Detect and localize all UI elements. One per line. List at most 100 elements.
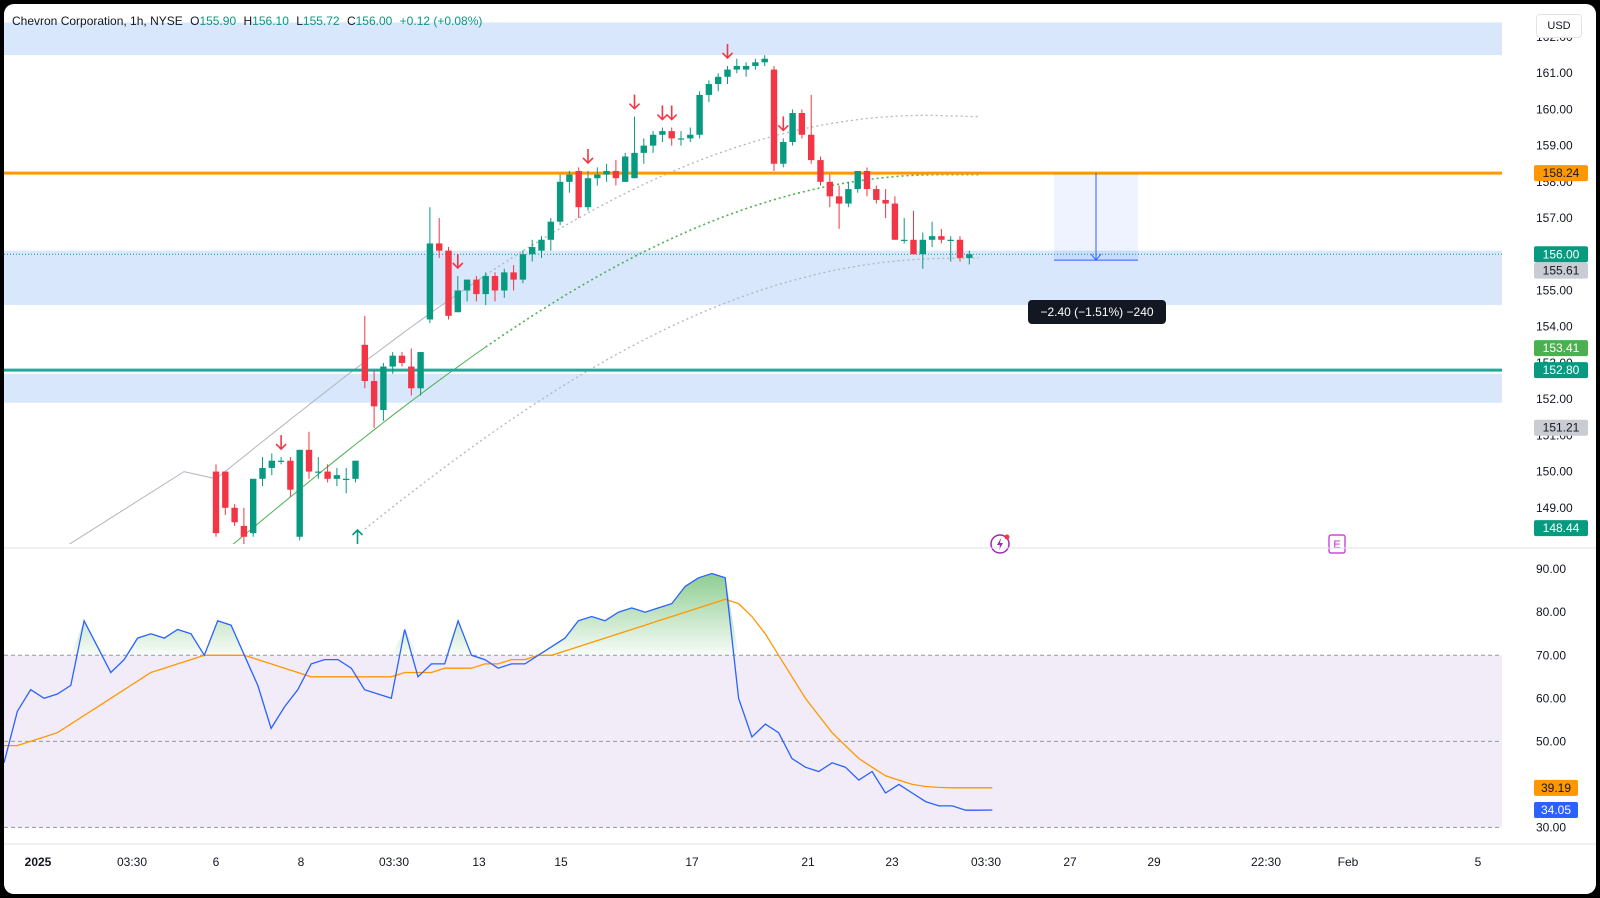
- time-axis-tick: 15: [554, 855, 568, 869]
- sell-signal-arrow: [582, 148, 594, 165]
- time-axis-tick: 03:30: [117, 855, 147, 869]
- candle-down: [910, 239, 917, 255]
- candle-up: [947, 239, 954, 241]
- candle-down: [770, 69, 778, 164]
- chart-canvas[interactable]: −2.40 (−1.51%) −240E162.00161.00160.0015…: [4, 4, 1596, 894]
- candle-up: [789, 113, 796, 142]
- time-axis-tick: 21: [801, 855, 815, 869]
- candle-up: [501, 272, 508, 291]
- candle-up: [259, 467, 266, 479]
- candle-down: [575, 170, 582, 208]
- price-tag-box: [1534, 340, 1588, 357]
- candle-up: [566, 174, 573, 182]
- candle-up: [352, 460, 359, 479]
- rsi-axis-tick: 30.00: [1536, 820, 1566, 834]
- support-resistance-zone: [4, 373, 1502, 403]
- candle-up: [733, 65, 740, 70]
- candle-up: [268, 460, 275, 468]
- candle-down: [863, 170, 871, 190]
- lightning-badge-dot: [1004, 534, 1010, 540]
- candle-down: [287, 460, 294, 490]
- rsi-axis-tick: 70.00: [1536, 648, 1566, 662]
- candle-up: [296, 449, 303, 537]
- open-label: O: [190, 14, 200, 28]
- candle-up: [584, 178, 592, 208]
- candle-up: [854, 170, 861, 190]
- candle-up: [343, 478, 350, 481]
- candle-up: [715, 76, 722, 85]
- close-label: C: [346, 14, 356, 28]
- low-value: 155.72: [302, 14, 340, 28]
- candle-down: [491, 276, 499, 291]
- candle-up: [901, 239, 908, 241]
- candle-down: [668, 131, 675, 139]
- candle-up: [547, 221, 554, 240]
- candle-up: [966, 254, 973, 258]
- price-tag-box: [1534, 262, 1588, 279]
- sell-signal-arrow: [777, 116, 789, 132]
- price-tag-label: 148.44: [1543, 521, 1580, 535]
- candle-down: [873, 189, 880, 200]
- price-tag-box: [1534, 165, 1588, 182]
- price-pane: [4, 22, 1502, 544]
- candle-up: [389, 355, 396, 367]
- candle-down: [798, 113, 806, 135]
- rsi-value-tag-label: 34.05: [1541, 803, 1571, 817]
- candle-up: [426, 243, 434, 320]
- rsi-overbought-fill: [4, 573, 993, 656]
- candle-down: [305, 449, 313, 472]
- symbol-title[interactable]: Chevron Corporation, 1h, NYSE: [12, 14, 183, 28]
- candle-up: [277, 460, 285, 462]
- price-axis-tick: 159.00: [1536, 139, 1573, 153]
- candle-up: [780, 142, 787, 164]
- sell-signal-arrow: [666, 105, 678, 121]
- rsi-axis-tick: 80.00: [1536, 605, 1566, 619]
- symbol-header: Chevron Corporation, 1h, NYSE O155.90 H1…: [12, 14, 482, 28]
- sell-signal-arrow: [628, 94, 641, 110]
- rsi-value-tag-box: [1534, 801, 1578, 818]
- time-axis-tick: 29: [1147, 855, 1161, 869]
- price-axis-tick: 149.00: [1536, 501, 1573, 515]
- price-tag-box: [1534, 520, 1588, 537]
- sell-signal-arrow: [721, 43, 734, 60]
- time-axis-tick: Feb: [1338, 855, 1359, 869]
- price-axis-tick: 157.00: [1536, 211, 1573, 225]
- rsi-value-tag-box: [1534, 779, 1578, 796]
- lightning-event-icon: [990, 534, 1010, 554]
- price-tag-label: 155.61: [1543, 264, 1580, 278]
- currency-button[interactable]: USD: [1536, 14, 1582, 38]
- time-axis-tick: 2025: [25, 855, 52, 869]
- candle-up: [659, 131, 666, 135]
- price-axis-tick: 154.00: [1536, 320, 1573, 334]
- open-value: 155.90: [199, 14, 237, 28]
- measure-label-box: [1028, 300, 1166, 324]
- sell-signal-arrow: [275, 435, 287, 451]
- rsi-axis-tick: 50.00: [1536, 734, 1566, 748]
- close-value: 156.00: [355, 14, 393, 28]
- candle-down: [361, 344, 368, 382]
- candle-up: [761, 58, 768, 63]
- candle-down: [473, 279, 480, 295]
- price-axis-tick: 161.00: [1536, 66, 1573, 80]
- candle-down: [891, 203, 899, 240]
- rsi-axis-tick: 90.00: [1536, 562, 1566, 576]
- candle-down: [445, 250, 452, 316]
- candle-up: [463, 279, 471, 291]
- candle-up: [677, 138, 685, 140]
- candle-up: [742, 65, 750, 70]
- price-tag-label: 152.80: [1543, 363, 1580, 377]
- candle-down: [436, 243, 443, 251]
- candle-up: [417, 352, 424, 389]
- candle-down: [956, 239, 964, 258]
- candle-up: [752, 62, 759, 66]
- time-axis-tick: 03:30: [971, 855, 1001, 869]
- candle-up: [687, 134, 694, 139]
- upper-band-line: [68, 274, 486, 544]
- price-tag-label: 153.41: [1543, 341, 1580, 355]
- candle-down: [370, 381, 378, 407]
- candle-up: [250, 478, 257, 534]
- measure-label: −2.40 (−1.51%) −240: [1040, 305, 1153, 319]
- support-resistance-zone: [4, 250, 1502, 305]
- price-tag-label: 156.00: [1543, 247, 1580, 261]
- basis-dotted: [485, 173, 979, 348]
